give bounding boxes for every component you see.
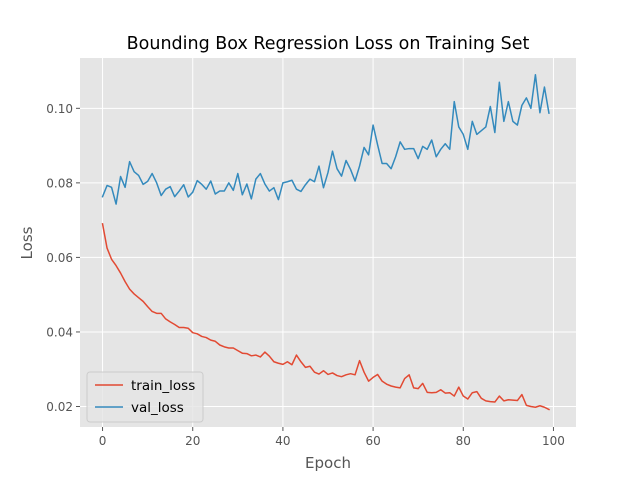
y-tick-label: 0.10 [46,102,73,116]
x-tick-label: 60 [365,434,380,448]
x-tick-label: 80 [456,434,471,448]
x-axis-label: Epoch [305,454,351,472]
y-tick-label: 0.02 [46,400,73,414]
y-tick-label: 0.08 [46,176,73,190]
y-tick-label: 0.04 [46,325,73,339]
x-tick-label: 100 [542,434,565,448]
legend-label-train-loss: train_loss [131,378,195,394]
series-line-val-loss [101,74,550,205]
x-tick-label: 20 [185,434,200,448]
x-axis-ticks: 0 20 40 60 80 100 [99,427,565,448]
legend: train_loss val_loss [86,371,204,423]
x-tick-label: 40 [275,434,290,448]
chart-title: Bounding Box Regression Loss on Training… [127,34,530,54]
series-line-train-loss [101,222,550,411]
grid [80,58,576,427]
y-tick-label: 0.06 [46,251,73,265]
y-axis-label: Loss [18,226,36,259]
legend-label-val-loss: val_loss [131,400,184,416]
x-tick-label: 0 [99,434,107,448]
y-axis-ticks: 0.02 0.04 0.06 0.08 0.10 [46,102,80,414]
series-layer [101,74,550,411]
